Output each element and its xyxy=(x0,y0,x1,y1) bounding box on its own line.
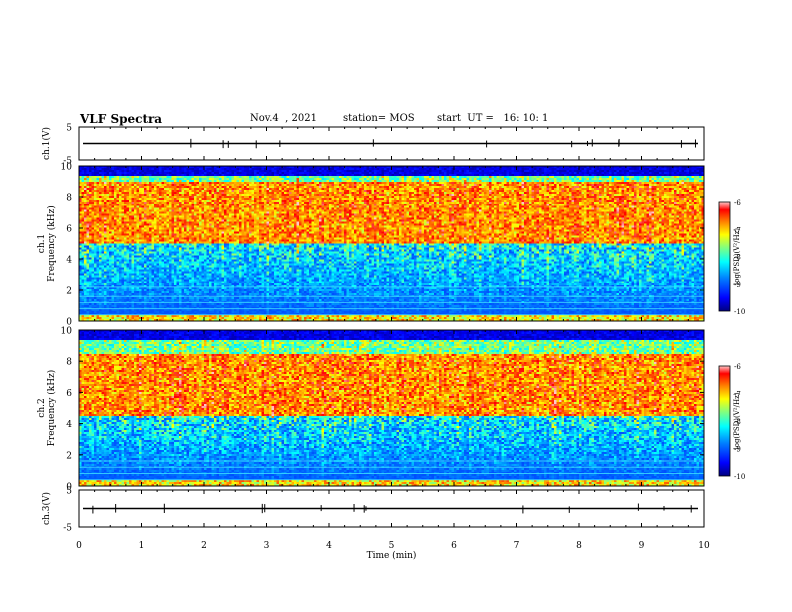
ylabel-3-0: ch.3(V) xyxy=(41,492,52,525)
colorbar-label-1: log(PSD)(V²/Hz) xyxy=(733,228,741,285)
colorbar-tick-1-1: -7 xyxy=(734,226,741,234)
station-label: station= MOS xyxy=(343,113,415,124)
colorbar-1 xyxy=(718,201,731,312)
colorbar-label-2: log(PSD)(V²/Hz) xyxy=(733,392,741,449)
ylabel-2-0: ch.2 xyxy=(37,398,47,417)
colorbar-tick-2-0: -6 xyxy=(734,363,741,371)
ylabel-2-1: Frequency (kHz) xyxy=(46,370,57,447)
spectrogram-image-1 xyxy=(79,166,704,321)
ytick-label-3-0: 5 xyxy=(66,487,72,497)
xtick-label-10: 10 xyxy=(698,541,710,551)
xaxis-label: Time (min) xyxy=(367,550,417,561)
ytick-label-0-0: 5 xyxy=(66,124,72,134)
colorbar-tick-2-2: -8 xyxy=(734,418,741,426)
xtick-label-1: 1 xyxy=(139,541,145,551)
ytick-label-0-1: -5 xyxy=(63,157,72,167)
ytick-label-1-0: 0 xyxy=(66,318,72,328)
ytick-label-2-2: 4 xyxy=(66,420,72,430)
colorbar-tick-2-1: -7 xyxy=(734,391,741,399)
ytick-label-2-1: 2 xyxy=(66,451,72,461)
xtick-label-3: 3 xyxy=(264,541,270,551)
ytick-label-1-3: 6 xyxy=(66,225,72,235)
start-time-label: start UT = 16: 10: 1 xyxy=(437,113,549,124)
xtick-label-9: 9 xyxy=(639,541,645,551)
ytick-label-2-0: 0 xyxy=(66,483,72,493)
ytick-label-1-2: 4 xyxy=(66,256,72,266)
xtick-label-2: 2 xyxy=(201,541,207,551)
ylabel-1-1: Frequency (kHz) xyxy=(46,205,57,282)
ytick-label-1-1: 2 xyxy=(66,287,72,297)
ytick-label-2-3: 6 xyxy=(66,389,72,399)
colorbar-tick-1-2: -8 xyxy=(734,254,741,262)
xtick-label-6: 6 xyxy=(451,541,457,551)
colorbar-2 xyxy=(718,365,731,477)
ytick-label-1-5: 10 xyxy=(61,163,73,173)
ytick-label-2-4: 8 xyxy=(66,358,72,368)
ylabel-0-0: ch.1(V) xyxy=(41,127,52,160)
spectrogram-image-2 xyxy=(79,330,704,486)
xtick-label-0: 0 xyxy=(76,541,82,551)
xtick-label-7: 7 xyxy=(514,541,520,551)
colorbar-tick-2-3: -9 xyxy=(734,446,741,454)
colorbar-tick-1-4: -10 xyxy=(734,308,745,316)
colorbar-tick-1-3: -9 xyxy=(734,281,741,289)
xtick-label-5: 5 xyxy=(389,541,395,551)
figure-title: VLF Spectra xyxy=(80,112,163,126)
colorbar-tick-2-4: -10 xyxy=(734,473,745,481)
date-label: Nov.4 , 2021 xyxy=(250,113,317,124)
ylabel-1-0: ch.1 xyxy=(37,234,47,253)
xtick-label-4: 4 xyxy=(326,541,332,551)
ytick-label-2-5: 10 xyxy=(61,327,73,337)
colorbar-tick-1-0: -6 xyxy=(734,199,741,207)
ytick-label-1-4: 8 xyxy=(66,194,72,204)
ytick-label-3-1: -5 xyxy=(63,524,72,534)
xtick-label-8: 8 xyxy=(576,541,582,551)
